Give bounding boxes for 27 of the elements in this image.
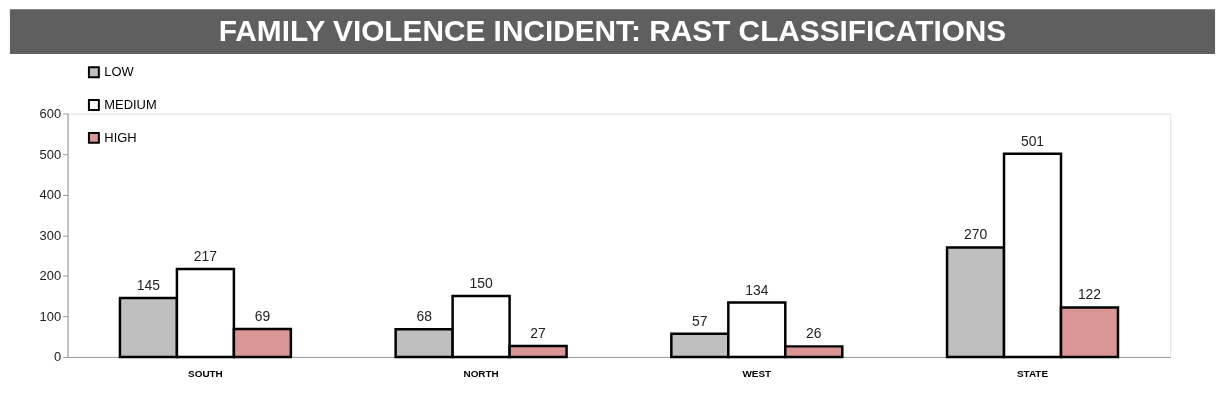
legend-label: HIGH: [104, 129, 137, 145]
y-tick-label: 200: [39, 268, 62, 284]
data-label: 134: [745, 281, 769, 298]
chart-title: FAMILY VIOLENCE INCIDENT: RAST CLASSIFICATIONS: [218, 13, 1007, 47]
y-tick-label: 500: [39, 146, 62, 162]
legend-label: MEDIUM: [104, 97, 157, 113]
legend-label: LOW: [104, 64, 135, 80]
data-label: 150: [469, 275, 493, 292]
data-label: 145: [136, 277, 161, 294]
x-tick-label: SOUTH: [188, 368, 223, 380]
data-label: 68: [416, 308, 433, 325]
x-tick-label: WEST: [742, 368, 772, 380]
data-label: 122: [1077, 286, 1102, 303]
data-label: 27: [530, 325, 547, 342]
x-tick-label: NORTH: [463, 368, 499, 380]
data-label: 57: [692, 312, 708, 329]
y-tick-label: 0: [53, 349, 62, 365]
data-label: 69: [254, 307, 271, 324]
data-label: 270: [963, 226, 988, 243]
y-tick-label: 100: [39, 308, 62, 324]
y-tick-label: 300: [39, 227, 62, 243]
x-tick-label: STATE: [1016, 368, 1049, 380]
data-label: 501: [1020, 132, 1045, 149]
y-tick-label: 600: [39, 105, 62, 121]
y-tick-label: 400: [39, 187, 62, 203]
data-label: 217: [193, 247, 218, 264]
data-label: 26: [806, 325, 822, 342]
